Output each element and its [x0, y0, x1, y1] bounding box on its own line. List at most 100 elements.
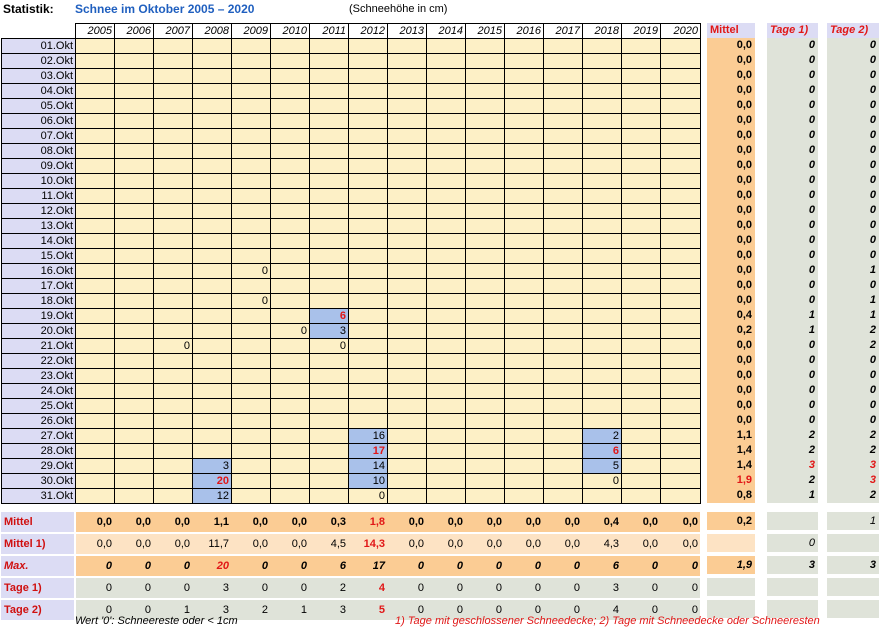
snow-value-cell — [309, 218, 349, 234]
tage1-value: 0 — [808, 294, 815, 306]
year-header: 2005 — [75, 23, 115, 39]
snow-value-cell — [660, 128, 701, 144]
date-cell: 12.Okt — [1, 203, 76, 219]
snow-value-cell — [504, 368, 544, 384]
tage2-value: 0 — [869, 69, 876, 81]
snow-value-cell — [582, 278, 622, 294]
snow-value-cell — [75, 68, 115, 84]
snow-value-cell — [621, 233, 661, 249]
tage1-value: 0 — [808, 84, 815, 96]
snow-value-cell — [543, 368, 583, 384]
snow-value-cell — [621, 488, 661, 504]
snow-value-cell — [387, 68, 427, 84]
snow-value-cell — [660, 383, 701, 399]
snow-value-cell — [153, 143, 193, 159]
snow-value-cell — [231, 323, 271, 339]
tage2-value: 3 — [869, 474, 876, 486]
snow-value-cell — [621, 128, 661, 144]
snow-value-cell — [621, 338, 661, 354]
snow-value-cell — [309, 353, 349, 369]
summary-value: 0,0 — [231, 510, 270, 534]
snow-value-cell — [660, 323, 701, 339]
snow-value-cell — [153, 278, 193, 294]
snow-value-cell — [270, 278, 310, 294]
summary-label: Max. — [1, 554, 76, 578]
tage2-value: 2 — [869, 444, 876, 456]
snow-value-cell — [660, 38, 701, 54]
table-row: 05.Okt — [1, 98, 701, 114]
snow-value-cell — [75, 398, 115, 414]
snow-value-cell — [153, 353, 193, 369]
date-cell: 10.Okt — [1, 173, 76, 189]
snow-value-cell — [543, 263, 583, 279]
snow-value-cell — [270, 443, 310, 459]
summary-value: 1 — [153, 598, 192, 622]
snow-value-cell — [270, 128, 310, 144]
snow-value-cell — [465, 353, 505, 369]
snow-value-cell — [426, 308, 466, 324]
snow-value-cell — [426, 353, 466, 369]
snow-value-cell — [192, 398, 232, 414]
snow-value-cell — [621, 398, 661, 414]
summary-value: 0 — [504, 576, 543, 600]
snow-value-cell — [270, 398, 310, 414]
table-row: 28.Okt 17 6 — [1, 443, 701, 459]
snow-value-cell — [387, 368, 427, 384]
year-header: 2014 — [426, 23, 466, 39]
snow-value-cell — [348, 218, 388, 234]
summary-value: 3 — [192, 576, 231, 600]
mittel-value: 0,0 — [736, 54, 752, 66]
summary-row: Tage 2) 0 0 1 3 2 1 3 5 0 0 0 0 0 4 0 0 — [1, 598, 700, 622]
snow-value-cell — [426, 488, 466, 504]
snow-value-cell — [387, 233, 427, 249]
snow-value-cell — [192, 98, 232, 114]
summary-value: 0,0 — [387, 532, 426, 556]
snow-value-cell — [270, 83, 310, 99]
snow-value-cell — [543, 293, 583, 309]
snow-value-cell — [504, 353, 544, 369]
year-header: 2019 — [621, 23, 661, 39]
snow-value-cell — [309, 233, 349, 249]
snow-value-cell — [621, 248, 661, 264]
snow-value-cell — [387, 173, 427, 189]
date-cell: 02.Okt — [1, 53, 76, 69]
summary-value: 0 — [153, 554, 192, 578]
tage1-value: 2 — [808, 444, 815, 456]
summary-value: 0 — [465, 598, 504, 622]
date-cell: 23.Okt — [1, 368, 76, 384]
snow-value-cell — [348, 83, 388, 99]
mittel-value: 1,9 — [736, 474, 752, 486]
snow-value-cell — [426, 128, 466, 144]
table-row: 03.Okt — [1, 68, 701, 84]
date-cell: 26.Okt — [1, 413, 76, 429]
snow-value-cell — [75, 338, 115, 354]
snow-value-cell — [387, 248, 427, 264]
summary-value: 0,3 — [309, 510, 348, 534]
summary-mittel-value: 0,2 — [707, 512, 755, 530]
snow-value-cell — [387, 83, 427, 99]
summary-value: 0 — [621, 598, 660, 622]
snow-value-cell — [192, 338, 232, 354]
summary-tage1-value: 3 — [767, 556, 818, 574]
snow-value-cell — [192, 353, 232, 369]
snow-value-cell — [621, 353, 661, 369]
summary-value: 2 — [231, 598, 270, 622]
tage1-value: 0 — [808, 414, 815, 426]
tage2-value: 3 — [869, 459, 876, 471]
snow-value-cell — [621, 413, 661, 429]
snow-value-cell — [465, 428, 505, 444]
snow-value-cell — [582, 398, 622, 414]
snow-value-cell — [465, 473, 505, 489]
tage1-column: 0 0 0 0 0 0 0 0 0 0 0 0 0 0 0 0 0 0 1 1 0 0 0 0 0 0 2 2 3 2 1 — [767, 38, 818, 503]
snow-value-cell — [660, 293, 701, 309]
summary-value: 0 — [543, 598, 582, 622]
snow-value-cell — [270, 458, 310, 474]
table-row: 25.Okt — [1, 398, 701, 414]
summary-tage1-value: 0 — [767, 534, 818, 552]
snow-value-cell — [465, 68, 505, 84]
date-cell: 14.Okt — [1, 233, 76, 249]
snow-value-cell — [153, 173, 193, 189]
snow-value-cell — [309, 398, 349, 414]
summary-tage1-value — [767, 578, 818, 596]
snow-value-cell — [75, 368, 115, 384]
